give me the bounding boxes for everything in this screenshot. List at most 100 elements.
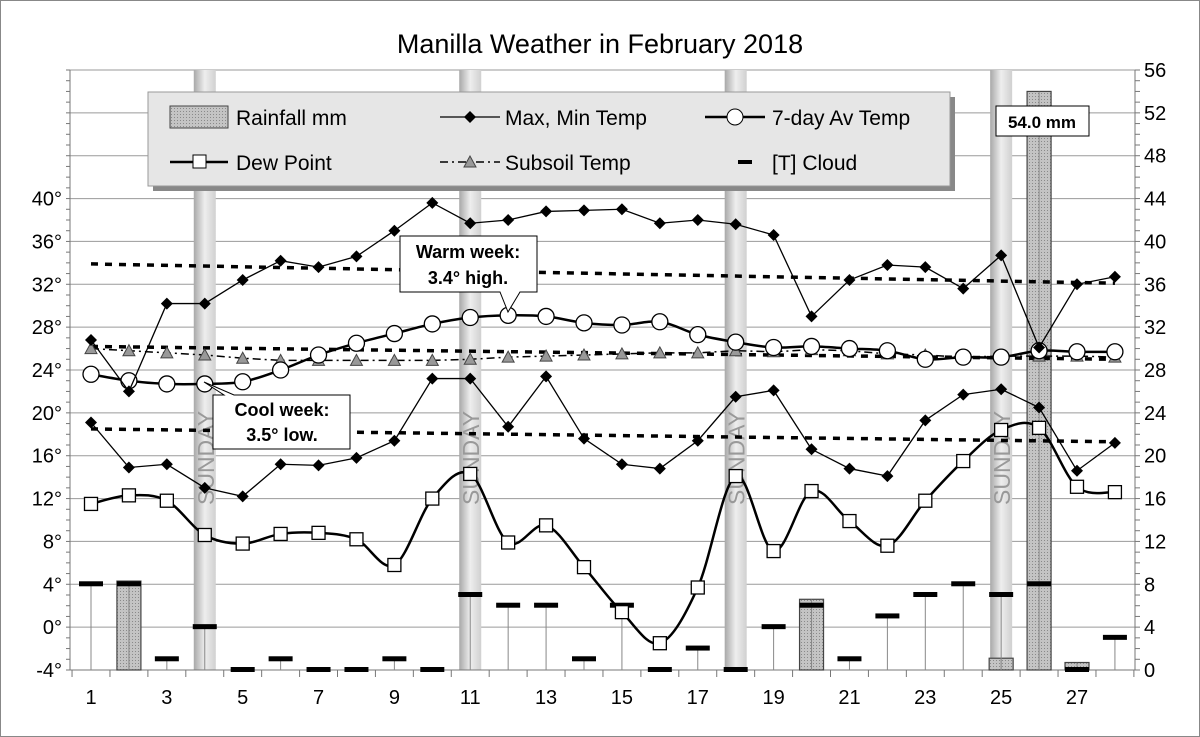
legend-avg7: 7-day Av Temp [772,107,910,130]
x-tick-label: 3 [161,687,172,709]
right-tick-label: 20 [1144,446,1166,468]
min-temp-marker [85,416,97,429]
normal-line [90,262,1115,285]
max-temp-line [90,202,1116,393]
cloud-marker [458,592,483,597]
min-temp-marker [1071,464,1083,477]
subsoil-marker [615,346,629,360]
legend-subsoil: Subsoil Temp [505,152,631,175]
cool-week-label: Cool week: [234,400,329,420]
max-temp-marker [122,385,135,398]
x-tick-label: 17 [687,687,709,709]
legend-subsoil-marker [463,154,477,168]
max-temp-marker [578,204,590,217]
min-temp-marker [502,420,515,433]
avg7-marker [764,338,783,357]
cloud-marker [572,656,596,662]
min-temp-marker [312,459,325,472]
dew-point-marker [994,422,1009,438]
min-temp-marker [578,432,590,445]
x-tick-label: 13 [535,687,557,709]
cloud-marker [306,667,331,672]
avg7-marker [727,333,745,351]
max-temp-marker [767,229,780,241]
legend-rainfall: Rainfall mm [236,107,347,130]
avg7-marker [82,365,100,383]
min-temp-marker [1033,401,1046,414]
left-tick-label: 28° [32,317,62,339]
dew-point-marker [273,526,288,542]
x-tick-label: 7 [313,687,324,709]
min-temp-marker [729,390,742,403]
cloud-marker [344,667,369,672]
min-temp-marker [919,414,932,427]
min-temp-marker [388,434,401,447]
dew-point-marker [1031,420,1047,436]
dew-point-marker [576,559,592,575]
dew-point-marker [501,535,516,550]
cloud-marker [761,624,786,630]
min-temp-marker [160,458,173,471]
max-temp-marker [957,282,970,295]
max-temp-marker [426,196,439,209]
avg7-marker [385,324,404,343]
sunday-band [193,70,216,670]
min-temp-marker [995,383,1008,396]
left-tick-label: 20° [32,403,62,425]
avg7-marker [802,337,821,356]
avg7-marker [954,348,972,366]
left-tick-label: 8° [43,531,62,553]
min-temp-marker [122,461,135,474]
avg7-marker [234,373,252,391]
right-tick-label: 28 [1144,360,1166,382]
max-temp-marker [350,250,363,263]
cloud-marker [116,581,141,587]
cloud-marker [268,656,293,662]
min-temp-marker [274,458,287,471]
max-temp-marker [729,218,742,231]
subsoil-marker [197,347,212,361]
max-temp-marker [995,249,1008,262]
right-tick-label: 56 [1144,60,1166,82]
warm-week-value: 3.4° high. [428,268,508,288]
avg7-marker [1106,343,1124,361]
min-temp-marker [350,451,363,464]
dew-point-marker [652,636,667,651]
left-tick-label: 24° [32,360,62,382]
min-temp-marker [957,388,970,401]
avg7-marker [537,307,555,326]
subsoil-marker [577,347,591,361]
legend-maxmin-marker [464,111,476,123]
dew-point-marker [918,493,933,508]
sunday-band [990,70,1013,670]
min-temp-marker [236,490,249,503]
right-tick-label: 52 [1144,103,1166,125]
dew-point-marker [766,543,781,559]
avg7-marker [575,314,593,332]
min-temp-marker [198,481,211,494]
dew-point-marker [121,488,137,503]
avg7-marker [1068,343,1086,361]
x-tick-label: 25 [990,687,1012,709]
avg7-marker [461,308,479,327]
right-tick-label: 32 [1144,317,1166,339]
subsoil-marker [160,345,174,359]
warm-week-callout [399,235,538,314]
legend-rain-swatch [169,105,229,129]
avg7-marker [878,342,897,360]
left-tick-label: 40° [32,189,62,211]
right-tick-label: 44 [1144,189,1166,211]
max-temp-marker [160,297,173,310]
subsoil-marker [235,351,250,364]
dew-point-marker [83,496,99,512]
dew-point-marker [235,536,250,551]
max-temp-marker [691,214,704,226]
cool-week-callout [203,381,351,450]
right-tick-label: 36 [1144,274,1166,296]
dew-point-marker [1069,479,1085,494]
subsoil-marker [425,353,440,366]
cloud-marker [913,592,938,597]
max-temp-marker [388,224,401,237]
cool-week-value: 3.5° low. [246,425,318,445]
x-tick-label: 19 [762,687,784,709]
